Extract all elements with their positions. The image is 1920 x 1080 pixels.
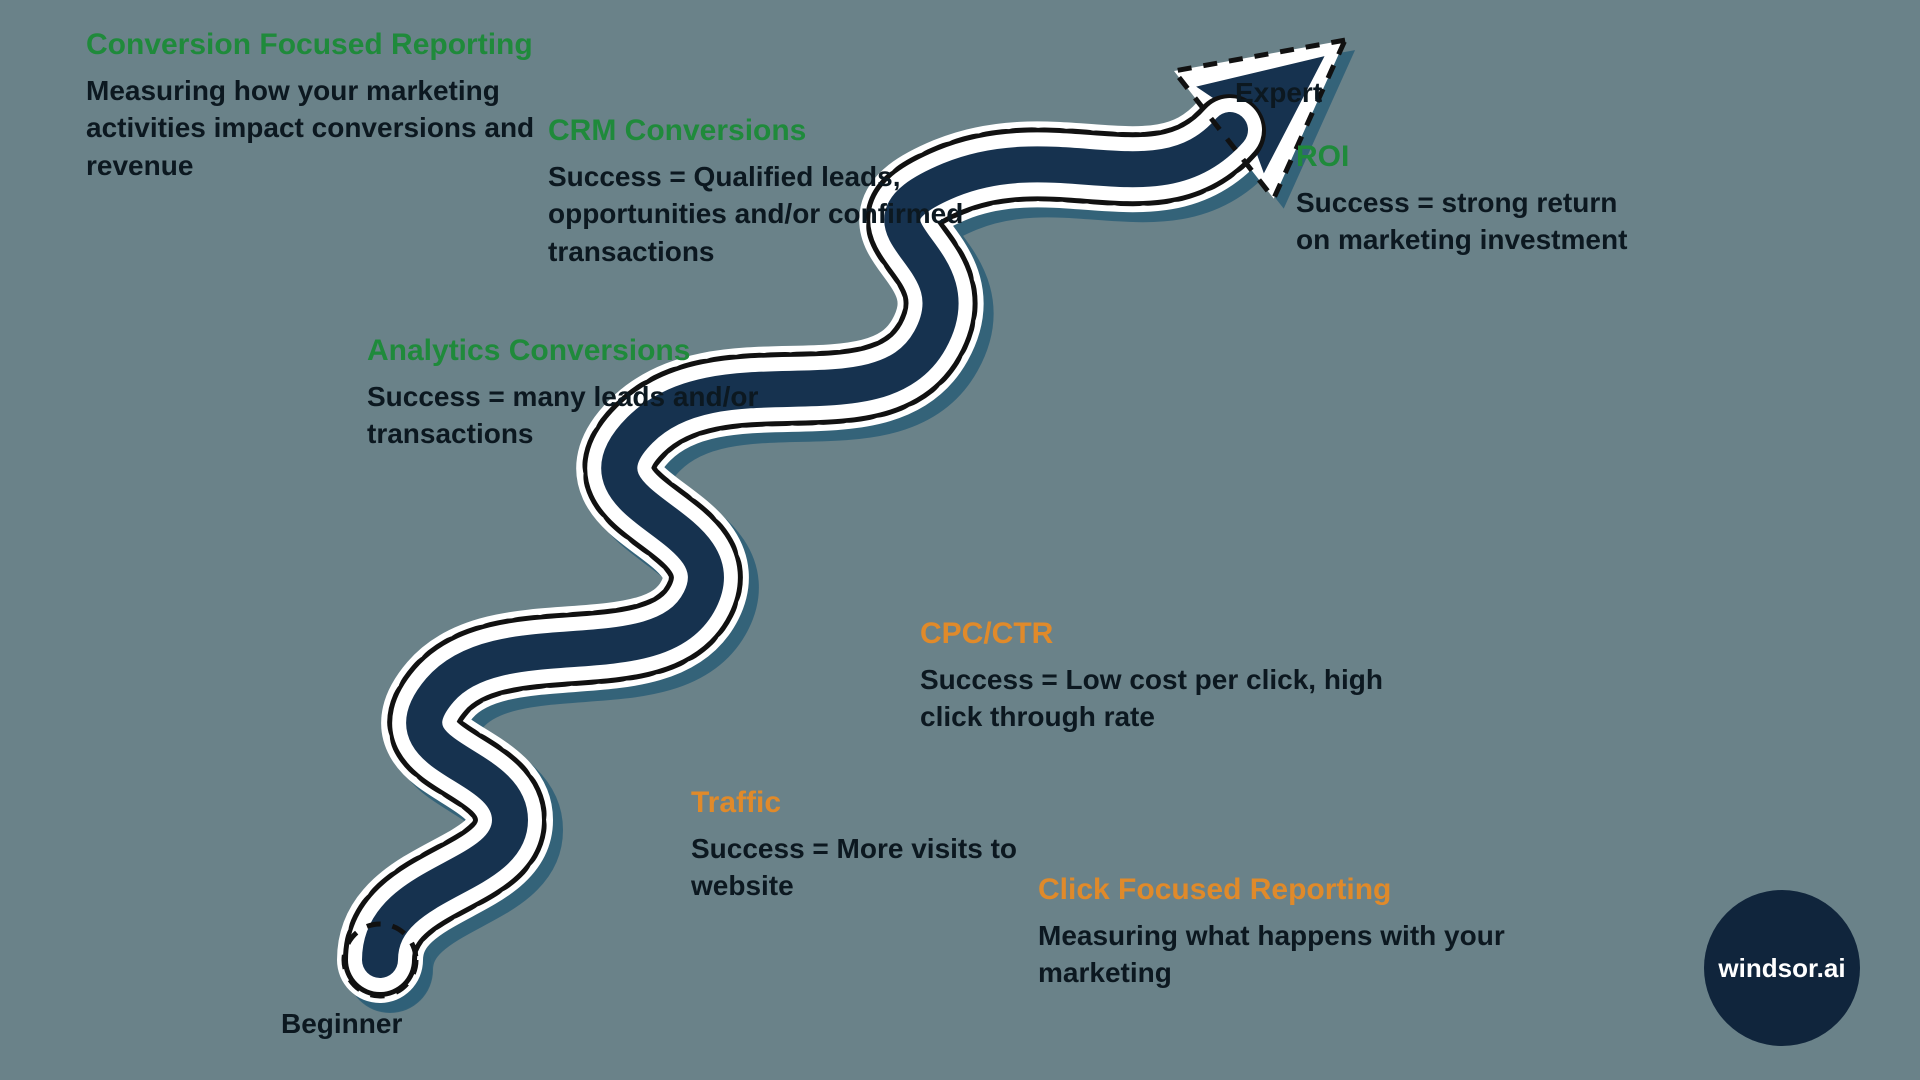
stage-crm-desc: Success = Qualified leads, opportunities… <box>548 158 1028 271</box>
footer-title: Click Focused Reporting <box>1038 870 1598 911</box>
stage-analytics: Analytics Conversions Success = many lead… <box>367 331 787 453</box>
infographic-stage: Beginner Expert Conversion Focused Repor… <box>0 0 1920 1080</box>
header-desc: Measuring how your marketing activities … <box>86 72 626 185</box>
stage-traffic: Traffic Success = More visits to website <box>691 783 1041 905</box>
stage-crm-title: CRM Conversions <box>548 111 1028 152</box>
header-block: Conversion Focused Reporting Measuring h… <box>86 25 626 185</box>
brand-logo: windsor.ai <box>1704 890 1860 1046</box>
stage-cpc: CPC/CTR Success = Low cost per click, hig… <box>920 614 1440 736</box>
stage-analytics-title: Analytics Conversions <box>367 331 787 372</box>
header-title: Conversion Focused Reporting <box>86 25 626 66</box>
stage-crm: CRM Conversions Success = Qualified leads… <box>548 111 1028 271</box>
stage-cpc-desc: Success = Low cost per click, high click… <box>920 661 1440 737</box>
footer-desc: Measuring what happens with your marketi… <box>1038 917 1598 993</box>
endpoint-expert: Expert <box>1235 74 1322 112</box>
endpoint-beginner: Beginner <box>281 1005 402 1043</box>
footer-block: Click Focused Reporting Measuring what h… <box>1038 870 1598 992</box>
brand-logo-text: windsor.ai <box>1718 953 1845 984</box>
stage-traffic-desc: Success = More visits to website <box>691 830 1041 906</box>
stage-analytics-desc: Success = many leads and/or transactions <box>367 378 787 454</box>
stage-roi-desc: Success = strong return on marketing inv… <box>1296 184 1656 260</box>
stage-roi: ROI Success = strong return on marketing … <box>1296 137 1656 259</box>
stage-cpc-title: CPC/CTR <box>920 614 1440 655</box>
stage-traffic-title: Traffic <box>691 783 1041 824</box>
stage-roi-title: ROI <box>1296 137 1656 178</box>
